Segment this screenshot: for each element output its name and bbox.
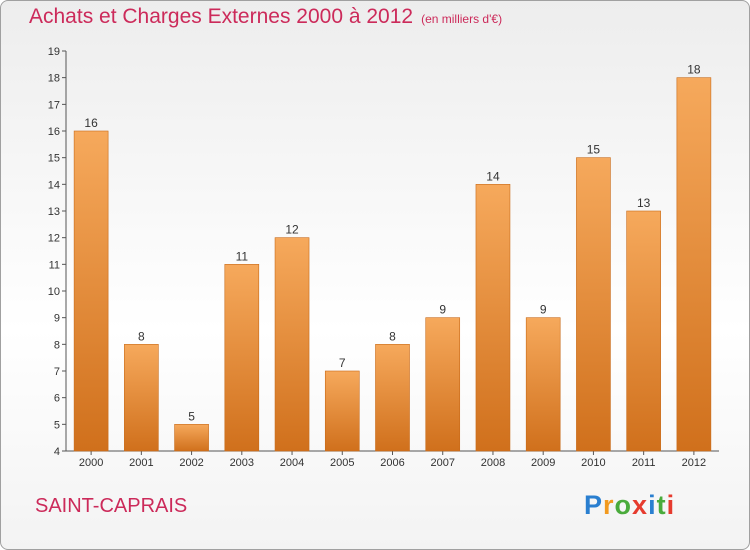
y-tick-label: 9 xyxy=(54,313,60,325)
y-tick-label: 12 xyxy=(48,233,60,245)
y-tick-label: 16 xyxy=(48,126,60,138)
x-tick-label: 2008 xyxy=(481,457,505,469)
logo-letter: i xyxy=(648,490,657,520)
bar-value-label: 11 xyxy=(236,249,249,263)
logo-letter: i xyxy=(666,490,676,520)
x-tick-label: 2012 xyxy=(682,457,706,469)
bar xyxy=(375,344,410,452)
x-tick-label: 2004 xyxy=(280,457,304,469)
commune-name: SAINT-CAPRAIS xyxy=(35,495,188,517)
x-tick-label: 2002 xyxy=(179,457,203,469)
y-tick-label: 14 xyxy=(48,179,60,191)
x-tick-label: 2003 xyxy=(230,457,254,469)
logo-letter: t xyxy=(656,490,667,520)
bar xyxy=(73,130,109,452)
bar-value-label: 9 xyxy=(439,303,446,317)
y-tick-label: 5 xyxy=(54,419,60,431)
y-tick-label: 10 xyxy=(48,286,60,298)
y-tick-label: 15 xyxy=(48,153,60,165)
bar xyxy=(124,344,159,452)
logo-letter: P xyxy=(584,490,604,520)
y-tick-label: 18 xyxy=(48,73,60,85)
bar-value-label: 8 xyxy=(389,329,396,343)
bar xyxy=(576,157,611,452)
chart-bars: 16 8 5 11 12 7 8 9 14 9 15 13 18 xyxy=(73,63,712,452)
title-row: Achats et Charges Externes 2000 à 2012 (e… xyxy=(29,5,502,29)
bar xyxy=(676,77,712,452)
bar-value-label: 7 xyxy=(339,356,346,370)
x-tick-label: 2005 xyxy=(330,457,354,469)
x-tick-label: 2007 xyxy=(430,457,454,469)
bar xyxy=(475,184,511,452)
bar xyxy=(224,264,260,452)
bar xyxy=(626,210,661,452)
y-tick-label: 6 xyxy=(54,393,60,405)
proxiti-logo: Proxiti xyxy=(584,490,675,521)
bar xyxy=(174,424,209,452)
logo-letter: r xyxy=(603,490,615,520)
chart-unit: (en milliers d'€) xyxy=(421,12,503,26)
bar-value-label: 12 xyxy=(285,223,299,237)
bar-value-label: 5 xyxy=(188,409,195,423)
x-tick-label: 2009 xyxy=(531,457,555,469)
x-tick-label: 2001 xyxy=(129,457,153,469)
x-tick-label: 2011 xyxy=(632,457,656,469)
x-tick-label: 2000 xyxy=(79,457,103,469)
bar-value-label: 15 xyxy=(587,143,601,157)
logo-letter: x xyxy=(632,490,649,520)
bar xyxy=(525,317,561,452)
bar-value-label: 14 xyxy=(486,169,500,183)
bar-value-label: 9 xyxy=(540,303,547,317)
x-tick-label: 2006 xyxy=(380,457,404,469)
y-tick-label: 19 xyxy=(48,46,60,58)
y-tick-label: 13 xyxy=(48,206,60,218)
bar-value-label: 16 xyxy=(84,116,98,130)
chart-title: Achats et Charges Externes 2000 à 2012 xyxy=(29,5,414,28)
bar-value-label: 13 xyxy=(637,196,651,210)
bar-value-label: 18 xyxy=(687,63,701,77)
bar xyxy=(425,317,461,452)
bar-value-label: 8 xyxy=(138,329,145,343)
x-tick-label: 2010 xyxy=(581,457,605,469)
y-tick-label: 17 xyxy=(48,99,60,111)
bar xyxy=(274,237,310,452)
logo-letter: o xyxy=(614,490,633,520)
y-tick-label: 11 xyxy=(49,259,60,271)
y-tick-label: 4 xyxy=(54,446,60,458)
y-tick-label: 8 xyxy=(54,339,60,351)
bar xyxy=(324,370,360,452)
y-tick-label: 7 xyxy=(54,366,60,378)
